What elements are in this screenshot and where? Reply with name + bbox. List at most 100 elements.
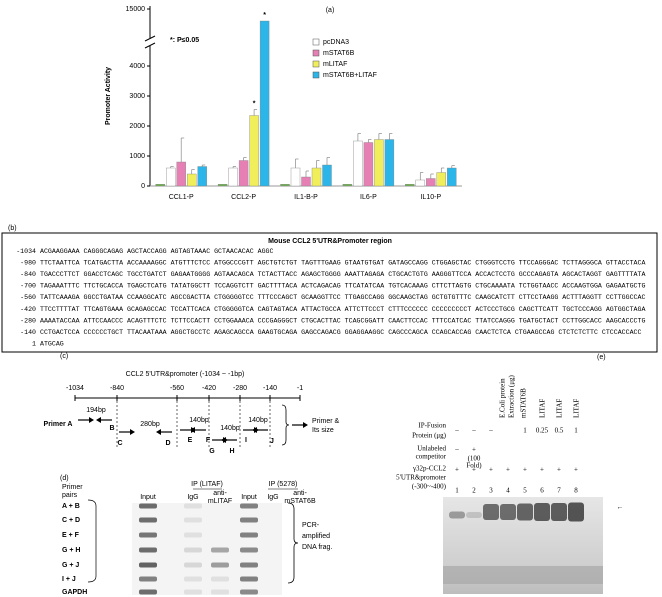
gel-band xyxy=(139,503,157,509)
sequence-text: AAAATACCAA ATTCCAACCC ACAGTTTCTC TCTTCCA… xyxy=(40,317,645,324)
lane-number: 6 xyxy=(540,487,544,495)
gel-band xyxy=(466,512,482,518)
row-cell: + xyxy=(489,466,493,474)
x-tick-label: IL10-P xyxy=(420,194,441,201)
row-label: competitor xyxy=(416,453,447,461)
primer-arrow-head xyxy=(252,427,257,433)
legend-label: pcDNA3 xyxy=(323,39,349,46)
bar xyxy=(426,178,436,187)
lane-number: 4 xyxy=(506,487,510,495)
significance-mark: * xyxy=(263,12,266,19)
row-cell: + xyxy=(472,466,476,474)
gel-band xyxy=(517,503,533,521)
map-tick-label: -420 xyxy=(202,385,216,392)
row-cell: – xyxy=(454,427,459,435)
bar xyxy=(259,20,270,187)
lane-header: E.Coli protein xyxy=(499,378,507,418)
bar xyxy=(436,172,446,187)
gel-band xyxy=(240,589,258,595)
x-tick-label: IL1-B-P xyxy=(294,194,318,201)
significance-mark: * xyxy=(253,100,256,107)
row-cell: + xyxy=(455,466,459,474)
bar xyxy=(363,142,374,187)
lane-header: LITAF xyxy=(556,399,564,418)
row-cell: – xyxy=(454,446,459,454)
lane-header: anti- xyxy=(293,490,307,497)
row-cell: + xyxy=(472,446,476,454)
panel-label: (e) xyxy=(597,354,606,361)
sequence-text: TATTCAAAGA GGCCTGATAA CCAAGGCATC AGCCGAC… xyxy=(40,294,645,301)
y-tick-label: 1000 xyxy=(129,153,145,160)
sequence-text: CCTGACTCCA CCCCCCTGCT TTACAATAAA AGGCTGC… xyxy=(40,329,641,336)
bar xyxy=(405,183,415,187)
row-label: IP-Fusion xyxy=(418,422,446,430)
row-cell: 0.5 xyxy=(555,427,564,435)
gel-band xyxy=(240,503,258,509)
gel-band xyxy=(184,532,202,538)
sequence-position: -560 xyxy=(20,294,36,301)
axis-break xyxy=(144,35,156,42)
lane-number: 5 xyxy=(523,487,527,495)
primer-arrow-head xyxy=(130,429,135,435)
map-legend: Its size xyxy=(312,427,334,434)
primer-pair: G + H xyxy=(62,547,80,554)
map-tick-label: -140 xyxy=(263,385,277,392)
row-cell: – xyxy=(488,427,493,435)
bar xyxy=(374,139,384,187)
map-legend: Primer & xyxy=(312,418,340,425)
y-axis-label: Promoter Activity xyxy=(105,67,112,125)
primer-arrow-head xyxy=(303,422,308,428)
bar xyxy=(280,183,290,187)
lane-number: 8 xyxy=(574,487,578,495)
sequence-text: TTCCTTTTAT TTCAGTGAAA GCAGAGCCAC TCCATTC… xyxy=(40,306,645,313)
lane-header: Input xyxy=(140,494,156,501)
lane-header: LITAF xyxy=(539,399,547,418)
row-header: pairs xyxy=(62,492,78,499)
gel-band xyxy=(500,504,516,520)
bar xyxy=(176,161,186,187)
primer-pair: G + J xyxy=(62,562,79,569)
bar xyxy=(217,183,228,187)
bar xyxy=(415,179,425,187)
bar xyxy=(311,167,322,187)
sequence-text: ACGAAGGAAA CAGGGCAGAG AGCTACCAGG AGTAGTA… xyxy=(40,248,273,255)
bar xyxy=(322,164,332,187)
sequence-position: -140 xyxy=(20,329,36,336)
row-label: 5'UTR&promoter xyxy=(396,474,447,482)
sequence-position: -280 xyxy=(20,317,36,324)
gel-band xyxy=(184,562,202,568)
gel-band xyxy=(211,576,229,582)
gel-band xyxy=(211,589,229,595)
y-tick-label: 15000 xyxy=(126,6,146,13)
lane-header: mSTAT6B xyxy=(284,498,316,505)
gel-band xyxy=(551,503,567,521)
bar xyxy=(301,176,311,187)
lane-header: mLITAF xyxy=(208,498,232,505)
gel-band xyxy=(139,589,157,595)
lane-header: Extraction (μg) xyxy=(508,375,516,418)
y-tick-label: 0 xyxy=(141,183,145,190)
sequence-title: Mouse CCL2 5'UTR&Promoter region xyxy=(268,238,392,245)
sequence-box xyxy=(1,232,658,353)
product-size: 140bp xyxy=(220,425,240,432)
legend-swatch xyxy=(312,49,320,57)
bar xyxy=(353,140,363,187)
gel-band xyxy=(139,547,157,553)
row-label: (-300~-400) xyxy=(412,483,447,491)
map-tick-label: -1034 xyxy=(66,385,84,392)
product-size: 140bp xyxy=(248,417,268,424)
gel-band xyxy=(240,532,258,538)
legend-swatch xyxy=(312,38,320,46)
gel-band xyxy=(240,547,258,553)
panel-label: (a) xyxy=(326,7,335,14)
panel-label: (c) xyxy=(60,353,68,360)
row-cell: + xyxy=(506,466,510,474)
sequence-position: -1034 xyxy=(16,248,36,255)
gel-band xyxy=(240,517,258,523)
ip-group: IP (LITAF) xyxy=(191,481,223,488)
primer-label: H xyxy=(229,448,234,455)
gel-band xyxy=(184,503,202,509)
gel-band xyxy=(139,517,157,523)
sequence-position: -840 xyxy=(20,271,36,278)
